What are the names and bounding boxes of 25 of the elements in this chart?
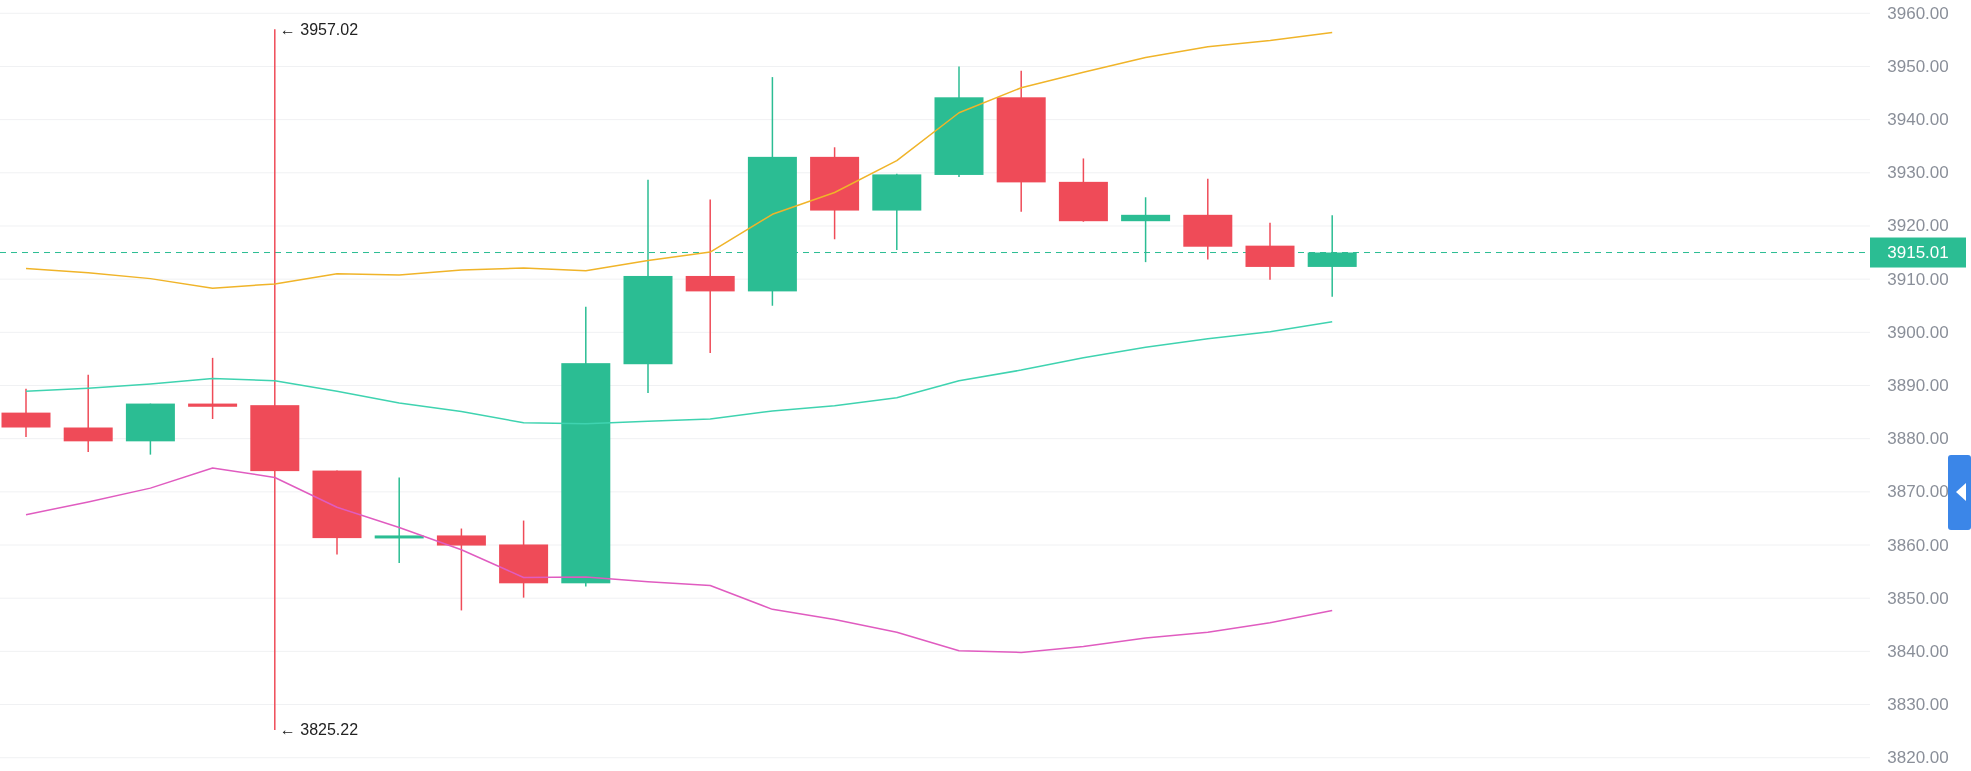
y-tick-label: 3930.00 [1887,163,1949,183]
line-series [25,320,1333,425]
y-tick-label: 3820.00 [1887,748,1949,768]
candlestick [685,198,735,354]
candlestick [374,476,424,564]
candlestick [436,527,486,612]
y-tick-label: 3850.00 [1887,588,1949,608]
y-tick-label: 3940.00 [1887,110,1949,130]
candlestick [188,357,238,420]
y-tick-label: 3880.00 [1887,429,1949,449]
y-tick-label: 3900.00 [1887,322,1949,342]
annotation: ← 3957.02 [279,20,359,38]
y-tick-label: 3890.00 [1887,376,1949,395]
y-tick-label: 3950.00 [1887,56,1949,76]
y-tick-label: 3870.00 [1887,482,1949,502]
candlestick [250,28,300,731]
y-tick-label: 3960.00 [1887,3,1949,23]
y-tick-label: 3910.00 [1887,269,1949,289]
y-tick-label: 3830.00 [1887,695,1949,715]
ref-line-label: 3915.01 [1887,243,1949,263]
y-tick-label: 3920.00 [1887,216,1949,236]
y-tick-label: 3840.00 [1887,641,1949,661]
annotation: ← 3825.22 [279,721,359,739]
y-tick-label: 3860.00 [1887,535,1949,555]
line-series [25,467,1333,654]
